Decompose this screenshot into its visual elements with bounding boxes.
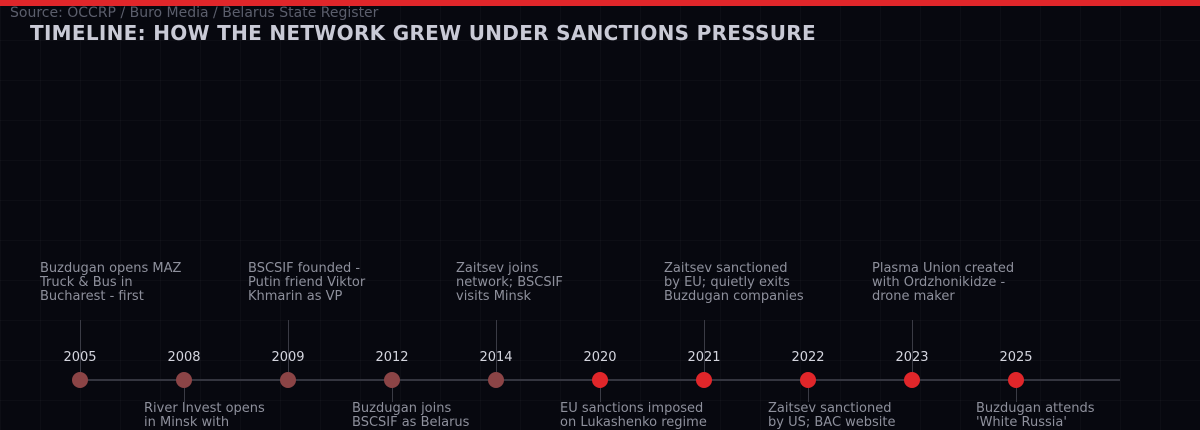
page-title: TIMELINE: HOW THE NETWORK GREW UNDER SAN… (30, 21, 816, 45)
event-dot (592, 372, 608, 388)
event-year: 2014 (479, 350, 513, 365)
connector-line (184, 388, 185, 402)
connector-line (496, 320, 497, 372)
event-year: 2023 (895, 350, 929, 365)
event-year: 2020 (583, 350, 617, 365)
event-label: Zaitsev sanctioned by US; BAC website (768, 401, 896, 430)
connector-line (912, 320, 913, 372)
event-year: 2025 (999, 350, 1033, 365)
event-label: River Invest opens in Minsk with (144, 401, 265, 430)
event-dot (1008, 372, 1024, 388)
event-label: Zaitsev sanctioned by EU; quietly exits … (664, 261, 804, 304)
accent-bar (0, 0, 1200, 6)
connector-line (808, 388, 809, 402)
event-year: 2009 (271, 350, 305, 365)
event-dot (72, 372, 88, 388)
source-note: Source: OCCRP / Buro Media / Belarus Sta… (10, 5, 379, 21)
event-dot (696, 372, 712, 388)
event-dot (800, 372, 816, 388)
event-label: Zaitsev joins network; BSCSIF visits Min… (456, 261, 563, 304)
event-year: 2022 (791, 350, 825, 365)
event-label: Buzdugan opens MAZ Truck & Bus in Buchar… (40, 261, 182, 304)
event-label: BSCSIF founded - Putin friend Viktor Khm… (248, 261, 366, 304)
event-dot (280, 372, 296, 388)
connector-line (80, 320, 81, 372)
event-dot (384, 372, 400, 388)
connector-line (392, 388, 393, 402)
event-label: Plasma Union created with Ordzhonikidze … (872, 261, 1015, 304)
event-year: 2005 (63, 350, 97, 365)
event-year: 2012 (375, 350, 409, 365)
connector-line (600, 388, 601, 402)
event-dot (904, 372, 920, 388)
event-dot (176, 372, 192, 388)
event-label: Buzdugan attends 'White Russia' (976, 401, 1095, 430)
event-label: EU sanctions imposed on Lukashenko regim… (560, 401, 707, 430)
event-year: 2008 (167, 350, 201, 365)
connector-line (704, 320, 705, 372)
event-label: Buzdugan joins BSCSIF as Belarus (352, 401, 470, 430)
event-dot (488, 372, 504, 388)
connector-line (288, 320, 289, 372)
event-year: 2021 (687, 350, 721, 365)
connector-line (1016, 388, 1017, 402)
